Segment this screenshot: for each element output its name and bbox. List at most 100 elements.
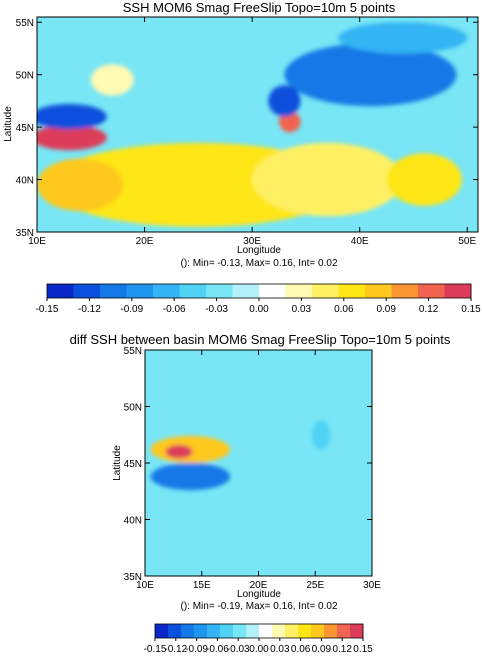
- y-tick-label: 40N: [124, 516, 142, 527]
- colorbar-tick-label: 0.12: [419, 304, 439, 315]
- panel-2-y-ticks: 35N 40N 45N 50N 55N: [124, 346, 372, 583]
- colorbar-swatch: [47, 284, 74, 298]
- colorbar-tick-label: -0.03: [205, 304, 228, 315]
- panel-2-stats: (): Min= -0.19, Max= 0.16, Int= 0.02: [180, 601, 337, 612]
- field-features: [150, 420, 331, 491]
- field-feature: [37, 158, 124, 212]
- colorbar-swatch: [298, 624, 312, 638]
- colorbar-swatch: [312, 284, 339, 298]
- field-feature: [311, 420, 331, 450]
- colorbar-swatch: [73, 284, 101, 298]
- colorbar-swatch: [365, 284, 392, 298]
- colorbar-swatch: [444, 284, 472, 298]
- x-tick-label: 30E: [363, 580, 381, 591]
- colorbar-tick-label: 0.09: [376, 304, 396, 315]
- x-tick-label: 40E: [351, 236, 369, 247]
- y-tick-label: 50N: [16, 71, 34, 82]
- x-tick-label: 25E: [306, 580, 324, 591]
- field-feature: [279, 111, 301, 133]
- colorbar-swatch: [338, 284, 366, 298]
- field-background: [145, 350, 372, 576]
- colorbar-swatch: [324, 624, 338, 638]
- x-tick-label: 10E: [28, 236, 46, 247]
- colorbar-tick-label: 0.09: [312, 644, 332, 655]
- colorbar-swatch: [418, 284, 445, 298]
- x-tick-label: 15E: [193, 580, 211, 591]
- panel-1-ylabel: Latitude: [3, 106, 14, 142]
- field-feature: [386, 153, 462, 206]
- colorbar-tick-label: -0.09: [120, 304, 143, 315]
- y-tick-label: 40N: [16, 176, 34, 187]
- colorbar-tick-label: -0.09: [185, 644, 208, 655]
- colorbar-tick-label: -0.15: [36, 304, 59, 315]
- colorbar-swatch: [337, 624, 351, 638]
- colorbar-swatch: [259, 624, 273, 638]
- panel-2-x-ticks: 10E 15E 20E 25E 30E: [136, 350, 381, 591]
- field-feature: [268, 85, 301, 117]
- panel-1-map: [37, 17, 478, 232]
- panel-2-xlabel: Longitude: [237, 589, 281, 600]
- field-feature: [252, 142, 403, 217]
- colorbar-swatch: [207, 624, 221, 638]
- y-tick-label: 45N: [16, 123, 34, 134]
- colorbar-swatch: [246, 624, 260, 638]
- colorbar-swatch: [181, 624, 195, 638]
- panel-1-stats: (): Min= -0.13, Max= 0.16, Int= 0.02: [180, 258, 337, 269]
- colorbar-tick-label: -0.12: [78, 304, 101, 315]
- panel-2-title: diff SSH between basin MOM6 Smag FreeSli…: [70, 332, 451, 347]
- colorbar-swatch: [232, 284, 260, 298]
- field-feature: [338, 22, 468, 54]
- colorbar-tick-label: 0.00: [249, 304, 269, 315]
- colorbar-swatch: [233, 624, 247, 638]
- colorbar-tick-label: -0.06: [163, 304, 186, 315]
- colorbar-swatch: [155, 624, 169, 638]
- colorbar-swatch: [311, 624, 325, 638]
- colorbar-swatch: [220, 624, 234, 638]
- y-tick-label: 45N: [124, 459, 142, 470]
- y-tick-label: 50N: [124, 403, 142, 414]
- x-tick-label: 50E: [458, 236, 476, 247]
- y-tick-label: 35N: [124, 572, 142, 583]
- panel-1-x-ticks: 10E 20E 30E 40E 50E: [28, 17, 476, 247]
- y-tick-label: 35N: [16, 228, 34, 239]
- colorbar-swatch: [206, 284, 233, 298]
- colorbar-swatch: [153, 284, 180, 298]
- colorbar-tick-label: 0.03: [292, 304, 312, 315]
- panel-2-map: [145, 350, 372, 576]
- colorbar-tick-label: -0.03: [227, 644, 250, 655]
- panel-1: SSH MOM6 Smag FreeSlip Topo=10m 5 points…: [3, 0, 481, 315]
- colorbar-swatch: [100, 284, 127, 298]
- colorbar-swatch: [285, 284, 313, 298]
- colorbar-tick-label: 0.06: [291, 644, 311, 655]
- colorbar-swatch: [194, 624, 208, 638]
- colorbar-tick-label: 0.00: [249, 644, 269, 655]
- field-feature: [37, 104, 107, 130]
- colorbar-tick-label: -0.15: [144, 644, 167, 655]
- colorbar-swatch: [179, 284, 207, 298]
- colorbar-swatch: [391, 284, 419, 298]
- field-feature: [37, 125, 107, 151]
- colorbar-tick-label: -0.12: [164, 644, 187, 655]
- colorbar-swatch: [350, 624, 364, 638]
- panel-1-colorbar: -0.15 -0.12 -0.09 -0.06 -0.03 0.00 0.03 0.06 0.0…: [36, 283, 481, 315]
- colorbar-tick-label: 0.03: [270, 644, 290, 655]
- field-feature: [165, 444, 193, 459]
- colorbar-swatch: [272, 624, 286, 638]
- colorbar-tick-label: 0.12: [332, 644, 352, 655]
- colorbar-swatch: [285, 624, 299, 638]
- panel-1-y-ticks: 35N 40N 45N 50N 55N: [16, 18, 478, 239]
- colorbar-swatch: [259, 284, 286, 298]
- panel-2-ylabel: Latitude: [112, 445, 123, 481]
- field-feature: [284, 43, 457, 107]
- colorbar-swatch: [168, 624, 182, 638]
- field-feature: [150, 463, 231, 491]
- x-tick-label: 10E: [136, 580, 154, 591]
- panel-1-frame: [36, 16, 479, 233]
- panel-2: diff SSH between basin MOM6 Smag FreeSli…: [70, 332, 451, 655]
- colorbar-tick-label: 0.15: [353, 644, 373, 655]
- x-tick-label: 20E: [250, 580, 268, 591]
- y-tick-label: 55N: [124, 346, 142, 357]
- colorbar-swatch: [126, 284, 154, 298]
- y-tick-label: 55N: [16, 18, 34, 29]
